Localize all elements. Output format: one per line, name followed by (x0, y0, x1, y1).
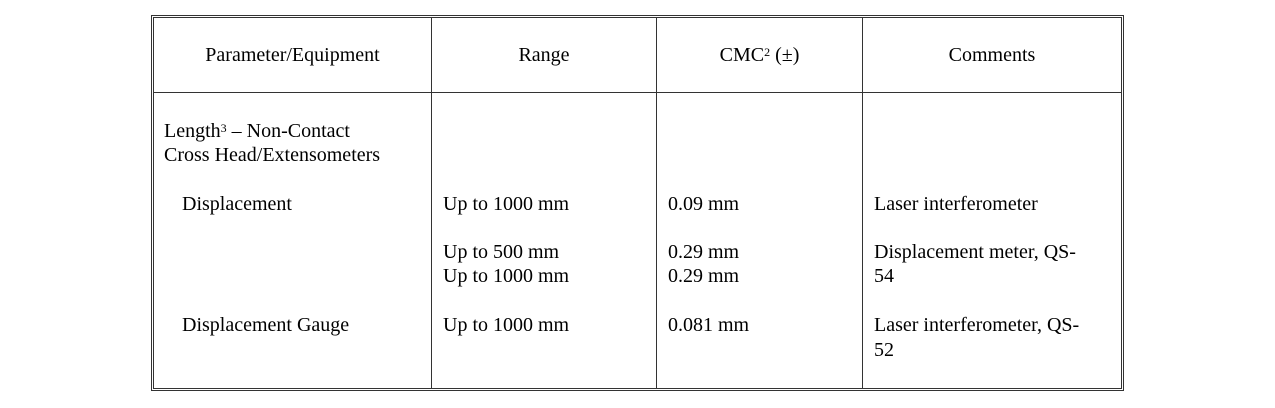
row-parameter: Displacement (182, 193, 292, 215)
row-range: Up to 1000 mm (443, 314, 570, 336)
row-range: Up to 1000 mm (443, 265, 570, 287)
row-cmc: 0.081 mm (668, 314, 750, 336)
header-cmc-label: CMC (719, 44, 765, 66)
row-cmc: 0.29 mm (668, 241, 740, 263)
section-title: Length3 – Non-Contact (164, 119, 350, 143)
row-comments: Laser interferometer (874, 193, 1038, 215)
row-cmc: 0.29 mm (668, 265, 740, 287)
column-divider (656, 18, 657, 388)
row-comments: Laser interferometer, QS- (874, 314, 1080, 336)
table-border (151, 15, 1124, 391)
column-divider (431, 18, 432, 388)
row-range: Up to 500 mm (443, 241, 560, 263)
row-range: Up to 1000 mm (443, 193, 570, 215)
row-parameter: Displacement Gauge (182, 314, 350, 336)
row-comments: 52 (874, 339, 894, 361)
row-comments: 54 (874, 265, 894, 287)
header-cmc: CMC2 (±) (657, 43, 862, 67)
section-subtitle: Cross Head/Extensometers (164, 144, 381, 166)
footnote-ref: 2 (764, 45, 771, 59)
section-title-rest: – Non-Contact (226, 120, 350, 142)
row-comments: Displacement meter, QS- (874, 241, 1076, 263)
header-cmc-suffix: (±) (770, 44, 800, 66)
header-range: Range (518, 44, 570, 66)
section-title-text: Length (164, 120, 221, 142)
column-divider (862, 18, 863, 388)
header-divider (154, 92, 1121, 93)
footnote-ref: 3 (220, 121, 227, 135)
header-comments: Comments (948, 44, 1036, 66)
header-parameter: Parameter/Equipment (205, 44, 380, 66)
row-cmc: 0.09 mm (668, 193, 740, 215)
